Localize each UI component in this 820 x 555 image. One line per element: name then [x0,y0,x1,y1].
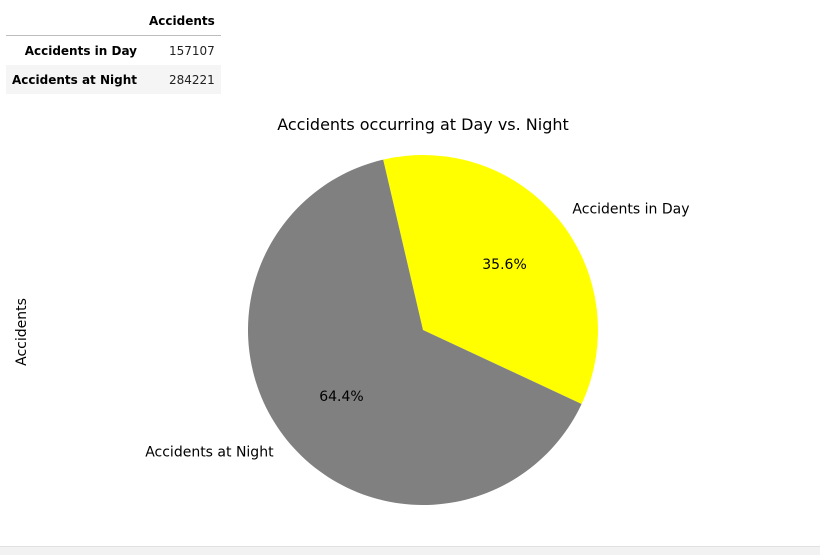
row-value-night: 284221 [168,72,215,87]
pie-percent-label-night: 64.4% [319,389,363,405]
pie-slice-day [383,154,599,404]
pie-percent-label-day: 35.6% [482,257,526,273]
pie-category-label-day: Accidents in Day [572,202,689,218]
accidents-dataframe-table: Accidents Accidents in Day 157107 Accide… [6,6,221,94]
row-label-day: Accidents in Day [24,43,137,58]
column-header-accidents: Accidents [143,6,221,36]
chart-title: Accidents occurring at Day vs. Night [277,115,569,134]
table-header-row: Accidents [6,6,221,36]
output-scroll-bar-area [0,546,820,555]
table-row: Accidents in Day 157107 [6,36,221,66]
pie-slices-group: 35.6% Accidents in Day 64.4% Accidents at N… [145,154,690,505]
chart-y-axis-label: Accidents [14,298,30,366]
pie-chart: Accidents occurring at Day vs. Night Acc… [14,115,690,505]
row-value-day: 157107 [168,43,215,58]
pie-slice-night [248,159,582,505]
table-row: Accidents at Night 284221 [6,65,221,94]
row-label-night: Accidents at Night [12,72,137,87]
pie-category-label-night: Accidents at Night [145,444,274,460]
index-header-cell [6,6,143,36]
